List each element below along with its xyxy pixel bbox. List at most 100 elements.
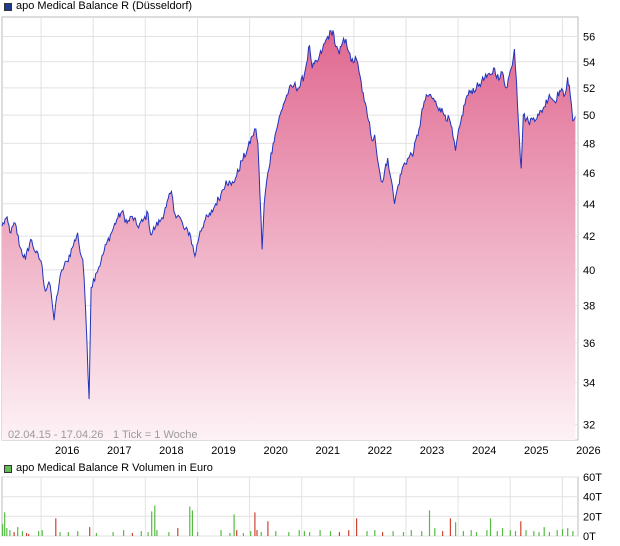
price-y-tick-label: 52 bbox=[583, 83, 595, 95]
volume-bar bbox=[154, 505, 156, 536]
price-y-tick-label: 40 bbox=[583, 265, 595, 277]
volume-bar bbox=[486, 530, 488, 536]
volume-bar bbox=[89, 527, 91, 536]
price-x-tick-label: 2019 bbox=[211, 445, 235, 457]
price-y-tick-label: 54 bbox=[583, 57, 595, 69]
volume-bar bbox=[67, 532, 69, 536]
volume-plot-frame bbox=[1, 476, 579, 537]
volume-bar bbox=[561, 529, 564, 536]
volume-bar bbox=[95, 533, 97, 536]
volume-y-tick-label: 40T bbox=[583, 492, 602, 504]
volume-bar bbox=[55, 518, 57, 536]
volume-bar bbox=[470, 530, 472, 536]
price-y-tick-label: 44 bbox=[583, 199, 595, 211]
volume-bar bbox=[242, 533, 244, 536]
price-legend-swatch bbox=[4, 2, 12, 11]
price-x-tick-label: 2021 bbox=[316, 445, 340, 457]
volume-bar bbox=[28, 534, 30, 536]
volume-y-tick-label: 20T bbox=[583, 511, 602, 523]
volume-bar bbox=[17, 527, 19, 536]
volume-bar bbox=[543, 527, 545, 536]
volume-legend-swatch bbox=[4, 464, 12, 473]
volume-bar bbox=[229, 533, 231, 536]
volume-bar bbox=[329, 531, 332, 536]
price-y-tick-label: 32 bbox=[583, 420, 595, 432]
volume-bar bbox=[123, 530, 125, 536]
volume-bar bbox=[233, 514, 235, 536]
volume-bar bbox=[572, 531, 574, 536]
volume-bar bbox=[2, 524, 4, 536]
volume-bar bbox=[356, 518, 358, 536]
volume-bar bbox=[189, 506, 191, 536]
volume-bar bbox=[475, 532, 478, 536]
volume-bar bbox=[525, 530, 527, 536]
volume-bar bbox=[520, 521, 522, 537]
volume-bar bbox=[567, 528, 569, 536]
volume-bar bbox=[303, 531, 305, 536]
volume-bar bbox=[6, 528, 8, 536]
volume-bar bbox=[4, 512, 6, 536]
price-y-axis: 32 34 36 38 40 42 44 46 48 50 52 54 56 bbox=[583, 32, 595, 432]
volume-bar bbox=[177, 528, 179, 536]
price-y-tick-label: 50 bbox=[583, 110, 595, 122]
volume-legend-label: apo Medical Balance R Volumen in Euro bbox=[16, 462, 213, 474]
volume-bar bbox=[319, 530, 321, 536]
volume-bar bbox=[9, 530, 11, 536]
price-x-tick-label: 2025 bbox=[524, 445, 548, 457]
price-x-tick-label: 2020 bbox=[263, 445, 287, 457]
volume-grid bbox=[2, 476, 578, 537]
volume-bar bbox=[140, 531, 142, 536]
volume-bar bbox=[455, 522, 457, 536]
volume-y-tick-label: 60T bbox=[583, 472, 602, 484]
volume-bar bbox=[112, 532, 114, 536]
volume-bar bbox=[13, 532, 15, 536]
volume-bar bbox=[382, 532, 384, 536]
price-x-tick-label: 2017 bbox=[107, 445, 131, 457]
price-y-tick-label: 48 bbox=[583, 138, 595, 150]
volume-bar bbox=[147, 532, 149, 536]
volume-bar bbox=[21, 531, 23, 536]
volume-bar bbox=[501, 528, 504, 536]
volume-bar bbox=[298, 530, 300, 536]
volume-bar bbox=[168, 532, 170, 536]
volume-legend: apo Medical Balance R Volumen in Euro bbox=[4, 462, 213, 475]
volume-bar bbox=[197, 532, 199, 536]
price-legend-label: apo Medical Balance R (Düsseldorf) bbox=[16, 0, 193, 12]
volume-bar bbox=[250, 531, 252, 536]
volume-bar bbox=[41, 530, 43, 536]
volume-bar bbox=[38, 531, 40, 536]
price-y-tick-label: 46 bbox=[583, 168, 595, 180]
volume-bar bbox=[77, 531, 79, 536]
volume-bar bbox=[288, 532, 290, 536]
volume-panel: 0T 20T 40T 60T bbox=[1, 472, 602, 543]
price-y-tick-label: 38 bbox=[583, 301, 595, 313]
price-x-tick-label: 2023 bbox=[420, 445, 444, 457]
price-x-tick-label: 2016 bbox=[55, 445, 79, 457]
volume-bar bbox=[538, 532, 540, 536]
volume-bar bbox=[220, 530, 222, 536]
volume-bar bbox=[275, 531, 277, 536]
volume-y-tick-label: 0T bbox=[583, 531, 596, 543]
volume-bar bbox=[428, 510, 431, 536]
volume-bar bbox=[156, 530, 158, 536]
volume-bar bbox=[191, 510, 193, 536]
price-y-tick-label: 34 bbox=[583, 378, 595, 390]
volume-bar bbox=[548, 532, 550, 536]
volume-bar bbox=[267, 521, 269, 537]
volume-bar bbox=[489, 518, 492, 536]
volume-bar bbox=[462, 531, 464, 536]
price-x-axis: 2016 2017 2018 2019 2020 2021 2022 2023 2024 2025… bbox=[55, 445, 601, 457]
volume-bar bbox=[442, 531, 444, 536]
volume-bar bbox=[496, 531, 498, 536]
price-y-tick-label: 42 bbox=[583, 231, 595, 243]
volume-bar bbox=[410, 530, 412, 536]
volume-bar bbox=[260, 532, 262, 536]
volume-bar bbox=[434, 528, 436, 536]
volume-bar bbox=[374, 530, 376, 536]
price-y-tick-label: 56 bbox=[583, 32, 595, 44]
volume-bar bbox=[236, 530, 238, 536]
date-range-text: 02.04.15 - 17.04.26 bbox=[8, 429, 103, 441]
volume-bar bbox=[26, 533, 28, 536]
